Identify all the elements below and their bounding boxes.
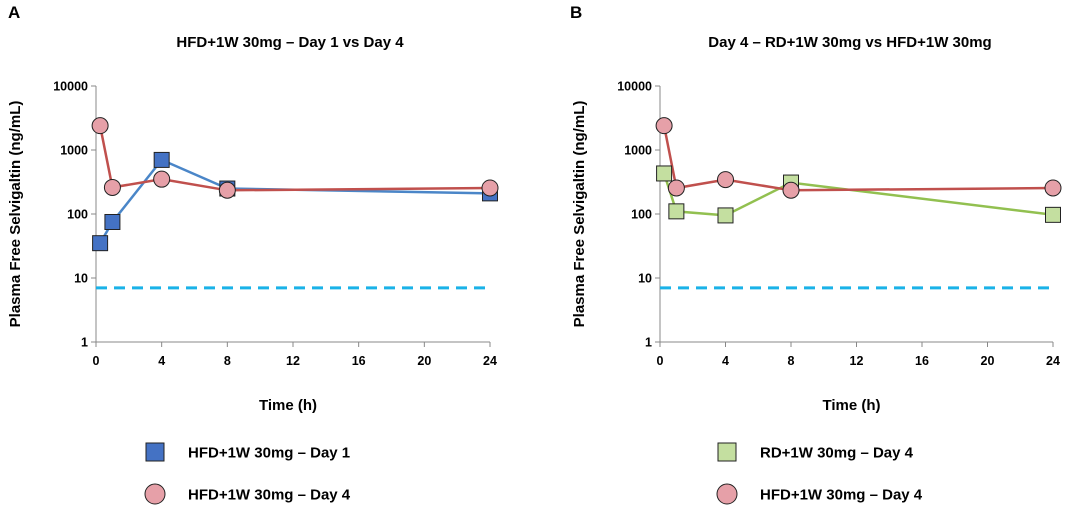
data-point-circle	[103, 178, 121, 196]
y-tick-label: 10	[638, 272, 652, 286]
y-tick-label: 100	[67, 208, 88, 222]
x-tick-label: 12	[286, 354, 300, 368]
y-tick-label: 100	[631, 208, 652, 222]
y-tick-label: 1	[81, 336, 88, 350]
y-tick-label: 1000	[624, 144, 652, 158]
data-point-square	[668, 203, 685, 220]
legend-swatch-square	[145, 442, 165, 462]
x-tick-label: 20	[417, 354, 431, 368]
data-point-circle	[153, 170, 171, 188]
chart-title: Day 4 – RD+1W 30mg vs HFD+1W 30mg	[708, 34, 991, 51]
x-axis-label: Time (h)	[259, 397, 317, 414]
chart-panel-b: B Day 4 – RD+1W 30mg vs HFD+1W 30mg 1 10 100…	[570, 3, 1062, 505]
y-tick-label: 10000	[617, 80, 652, 94]
legend-swatch-square	[717, 442, 737, 462]
legend-label: RD+1W 30mg – Day 4	[760, 445, 914, 462]
y-tick-label: 10	[74, 272, 88, 286]
data-point-square	[153, 151, 170, 168]
panel-letter: A	[8, 3, 20, 22]
data-point-square	[656, 165, 673, 182]
data-point-square	[717, 207, 734, 224]
data-point-circle	[1044, 179, 1062, 197]
data-point-square	[104, 213, 121, 230]
data-point-circle	[481, 179, 499, 197]
data-point-circle	[667, 179, 685, 197]
legend-label: HFD+1W 30mg – Day 4	[188, 487, 351, 504]
y-tick-label: 1	[645, 336, 652, 350]
y-tick-label: 1000	[60, 144, 88, 158]
legend-swatch-circle	[716, 483, 738, 505]
x-tick-label: 20	[981, 354, 995, 368]
x-tick-label: 0	[657, 354, 664, 368]
chart-panel-a: A HFD+1W 30mg – Day 1 vs Day 4 1 10 100 1000 1…	[7, 3, 499, 505]
x-tick-label: 4	[722, 354, 729, 368]
legend-swatch-circle	[144, 483, 166, 505]
x-tick-label: 8	[788, 354, 795, 368]
x-axis-label: Time (h)	[822, 397, 880, 414]
y-axis-label: Plasma Free Selvigaltin (ng/mL)	[7, 101, 24, 328]
data-point-circle	[717, 171, 734, 189]
data-point-circle	[782, 181, 800, 199]
x-tick-label: 12	[850, 354, 864, 368]
legend-label: HFD+1W 30mg – Day 1	[188, 445, 350, 462]
x-tick-label: 4	[158, 354, 165, 368]
data-point-circle	[91, 117, 109, 135]
x-tick-label: 24	[1046, 354, 1060, 368]
x-tick-label: 16	[352, 354, 366, 368]
x-tick-label: 8	[224, 354, 231, 368]
x-tick-label: 16	[915, 354, 929, 368]
y-axis-label: Plasma Free Selvigaltin (ng/mL)	[571, 101, 588, 328]
chart-title: HFD+1W 30mg – Day 1 vs Day 4	[176, 34, 404, 51]
data-point-circle	[655, 117, 673, 135]
data-point-circle	[218, 181, 236, 199]
x-tick-label: 24	[483, 354, 497, 368]
x-tick-label: 0	[93, 354, 100, 368]
panel-letter: B	[570, 3, 582, 22]
y-tick-label: 10000	[53, 80, 88, 94]
data-point-square	[1045, 206, 1061, 223]
data-point-square	[92, 235, 109, 252]
legend-label: HFD+1W 30mg – Day 4	[760, 487, 923, 504]
